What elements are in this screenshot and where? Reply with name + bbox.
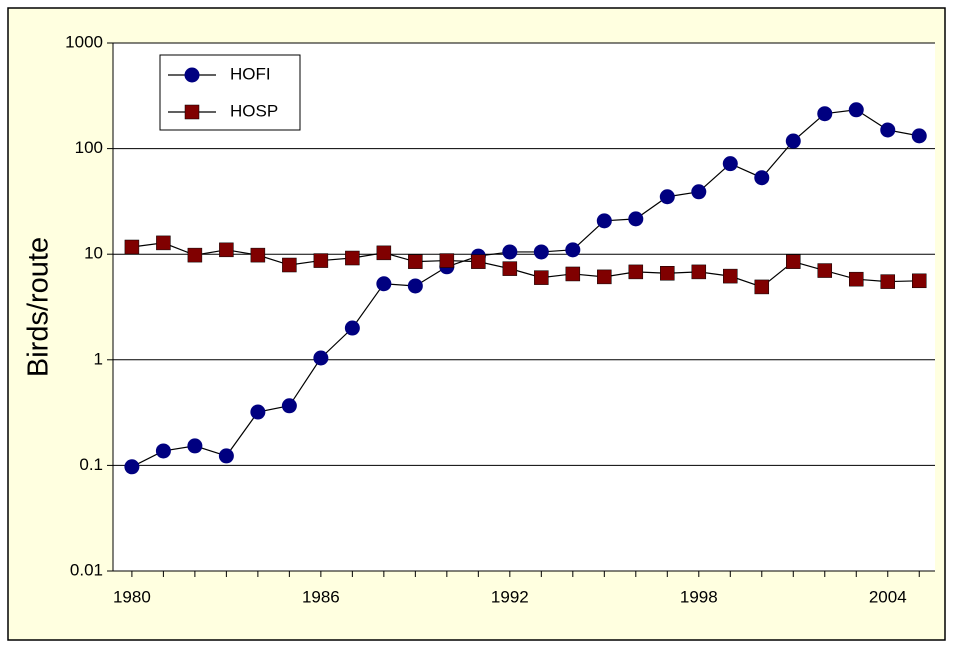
marker [565,266,581,282]
marker [754,279,770,295]
marker [502,261,518,276]
marker [345,250,360,266]
legend-label: HOSP [230,101,278,120]
marker [282,257,297,273]
marker [597,269,612,285]
marker [250,404,266,420]
legend-marker [184,104,200,120]
marker [848,102,864,118]
marker [376,276,392,292]
legend-marker [184,67,200,83]
marker [880,274,896,289]
marker [817,263,833,278]
marker [880,122,896,138]
marker [313,350,329,366]
y-tick-label: 0.1 [79,455,103,474]
marker [471,254,486,269]
legend-label: HOFI [230,64,271,83]
marker [754,170,770,186]
legend-box [159,54,301,131]
marker [786,254,801,269]
marker [691,184,707,200]
marker [439,253,455,268]
marker [722,156,738,172]
marker [691,264,707,280]
marker [407,278,423,294]
y-axis-label: Birds/route [23,237,55,377]
x-tick-label: 1986 [302,587,340,606]
y-tick-label: 100 [75,138,103,157]
marker [124,459,140,475]
y-tick-label: 1000 [65,32,103,51]
marker [219,242,234,258]
marker [533,244,549,260]
x-tick-label: 1980 [113,587,151,606]
y-tick-label: 10 [84,244,103,263]
marker [723,268,738,284]
marker [565,242,581,258]
y-tick-label: 1 [94,349,103,368]
marker [628,264,644,280]
marker [344,320,360,336]
plot-area [113,43,935,571]
marker [124,239,140,255]
x-tick-label: 1998 [680,587,718,606]
marker [534,270,549,285]
marker [660,266,675,281]
marker [313,253,329,268]
marker [156,235,171,251]
marker [817,106,833,122]
marker [596,213,612,229]
marker [187,438,203,454]
marker [849,271,864,287]
x-tick-label: 1992 [491,587,529,606]
marker [155,443,171,459]
marker [502,244,518,260]
marker [376,245,392,261]
y-tick-label: 0.01 [70,560,103,579]
marker [912,273,927,289]
marker [628,211,644,227]
marker [911,128,927,144]
marker [281,398,297,414]
marker [250,247,266,263]
marker [785,133,801,149]
marker [218,448,234,464]
marker [187,247,203,263]
marker [659,189,675,205]
x-tick-label: 2004 [869,587,907,606]
marker [408,254,423,269]
